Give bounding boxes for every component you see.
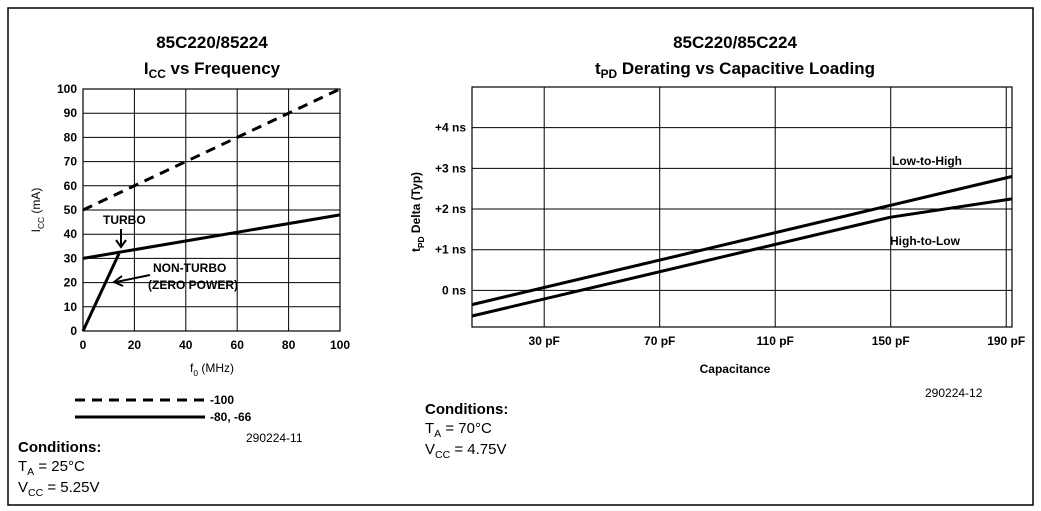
chart-subtitle-rest: vs Frequency: [166, 59, 281, 78]
y-tick-label: 80: [64, 130, 78, 144]
x-tick-label: 40: [179, 338, 193, 352]
figure-id: 290224-12: [925, 386, 983, 400]
condition-main: V: [425, 441, 435, 458]
data-line: [471, 197, 1013, 318]
y-tick-label: 30: [64, 251, 78, 265]
figure-id: 290224-11: [246, 431, 303, 445]
y-tick-label: 0: [70, 324, 77, 338]
y-tick-label: 90: [64, 106, 78, 120]
y-tick-label: 60: [64, 179, 78, 193]
x-tick-label: 0: [80, 338, 87, 352]
y-tick-label: +2 ns: [435, 202, 466, 216]
y-tick-label: 0 ns: [442, 283, 466, 297]
chart-subtitle-main: t: [595, 59, 601, 78]
condition-main: T: [18, 458, 27, 475]
condition-main: T: [425, 420, 434, 437]
condition-rest: = 70°C: [441, 420, 492, 437]
y-axis-label: tPD Delta (Typ): [409, 172, 426, 252]
plot-area: [471, 86, 1013, 328]
condition-rest: = 25°C: [34, 458, 85, 475]
chart-subtitle-main: I: [144, 59, 149, 78]
annotation: (ZERO POWER): [148, 278, 238, 292]
data-line: [471, 175, 1013, 307]
x-tick-label: 100: [330, 338, 350, 352]
data-line: [82, 87, 341, 212]
y-tick-label: 100: [57, 82, 77, 96]
y-tick-label: +4 ns: [435, 121, 466, 135]
y-axis-label: ICC (mA): [29, 188, 46, 233]
y-axis-label-main: t: [409, 248, 423, 252]
legend-label: -80, -66: [210, 410, 252, 424]
chart-subtitle-rest: Derating vs Capacitive Loading: [617, 59, 875, 78]
y-axis-label-main: I: [29, 229, 43, 232]
x-axis-label-main: f: [190, 361, 194, 375]
condition-rest: = 5.25V: [43, 479, 99, 496]
conditions-label: Conditions:: [18, 439, 101, 456]
y-tick-label: 20: [64, 276, 78, 290]
legend-label: -100: [210, 393, 234, 407]
x-axis-label: Capacitance: [700, 362, 771, 376]
data-line: [82, 213, 341, 260]
y-axis-label-sub: PD: [416, 236, 426, 248]
condition-main: V: [18, 479, 28, 496]
condition: VCC = 4.75V: [425, 441, 506, 461]
x-tick-label: 20: [128, 338, 142, 352]
x-tick-label: 80: [282, 338, 296, 352]
x-tick-label: 60: [231, 338, 245, 352]
condition-rest: = 4.75V: [450, 441, 506, 458]
condition-sub: CC: [435, 449, 451, 461]
condition: TA = 25°C: [18, 458, 85, 478]
x-tick-label: 110 pF: [757, 334, 794, 348]
y-tick-label: 40: [64, 227, 78, 241]
y-axis-label-rest: (mA): [29, 188, 43, 217]
x-tick-label: 30 pF: [529, 334, 560, 348]
chart-subtitle: tPD Derating vs Capacitive Loading: [595, 59, 875, 81]
chart-subtitle-sub: CC: [149, 67, 167, 81]
x-axis-label-rest: (MHz): [198, 361, 234, 375]
arrow: [112, 274, 151, 287]
y-tick-label: 10: [64, 300, 78, 314]
y-tick-label: 50: [64, 203, 78, 217]
x-tick-label: 190 pF: [987, 334, 1025, 348]
condition-sub: A: [27, 466, 34, 478]
x-tick-label: 70 pF: [644, 334, 675, 348]
frame: [7, 7, 1034, 506]
data-line: [81, 252, 121, 332]
y-axis-label-rest: Delta (Typ): [409, 172, 423, 236]
series-label: High-to-Low: [890, 234, 961, 248]
condition: TA = 70°C: [425, 420, 492, 440]
series-label: Low-to-High: [892, 154, 962, 168]
y-tick-label: +1 ns: [435, 243, 466, 257]
condition: VCC = 5.25V: [18, 479, 99, 499]
chart-subtitle-sub: PD: [601, 67, 618, 81]
y-tick-label: +3 ns: [435, 161, 466, 175]
x-axis-label-sub: 0: [193, 368, 198, 378]
condition-sub: CC: [28, 487, 44, 499]
chart-title: 85C220/85224: [156, 33, 268, 52]
annotation: NON-TURBO: [153, 261, 226, 275]
condition-sub: A: [434, 428, 441, 440]
y-tick-label: 70: [64, 155, 78, 169]
arrow: [115, 229, 127, 249]
annotation: TURBO: [103, 213, 146, 227]
y-axis-label-sub: CC: [36, 217, 46, 229]
x-axis-label: f0 (MHz): [190, 361, 234, 378]
chart-subtitle: ICC vs Frequency: [144, 59, 281, 81]
x-tick-label: 150 pF: [872, 334, 910, 348]
conditions-label: Conditions:: [425, 401, 508, 418]
chart-title: 85C220/85C224: [673, 33, 797, 52]
